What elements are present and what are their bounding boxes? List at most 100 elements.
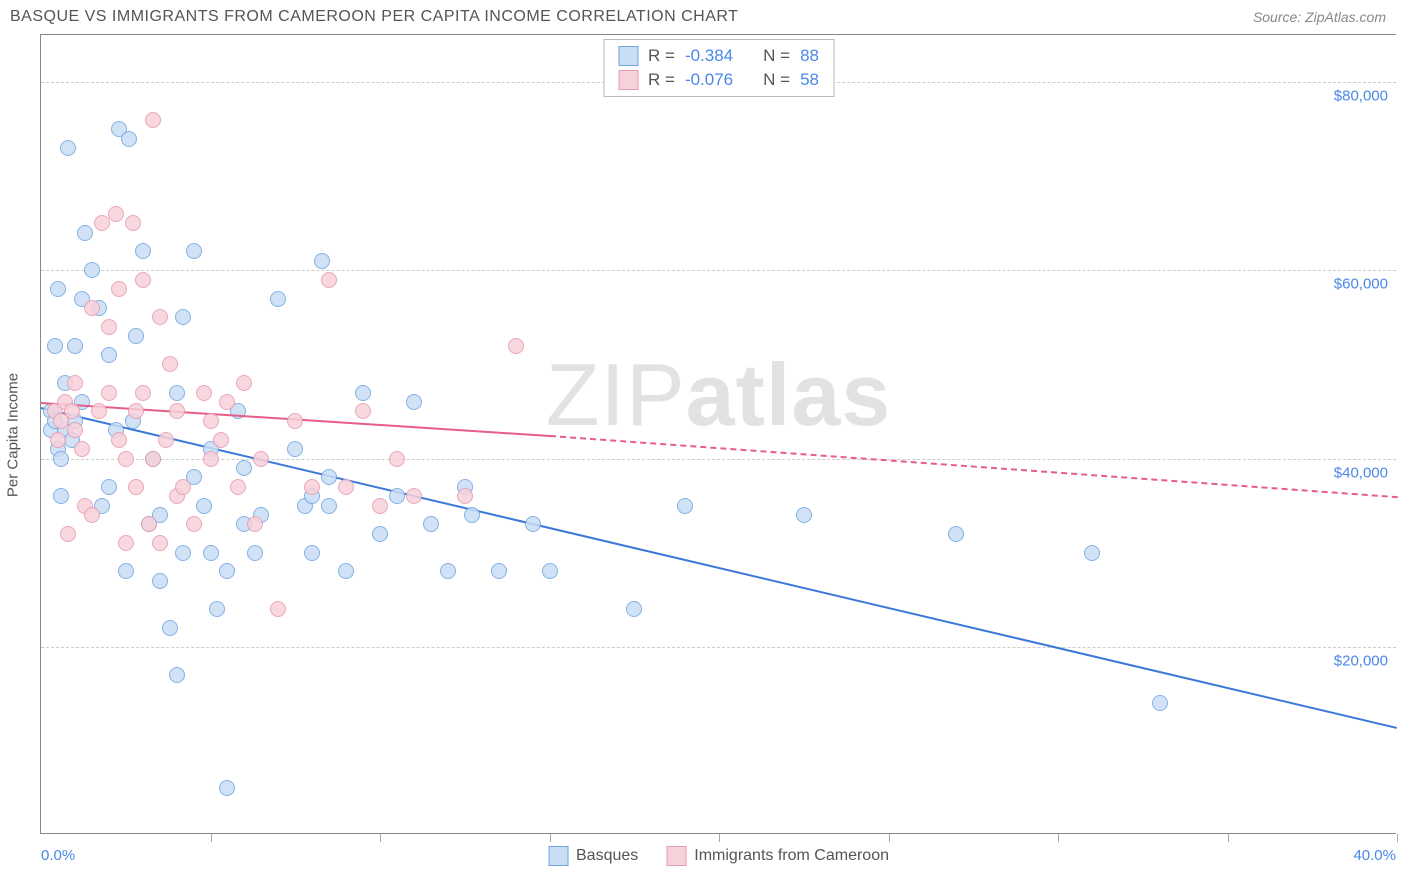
scatter-point bbox=[203, 451, 219, 467]
source-link[interactable]: ZipAtlas.com bbox=[1305, 9, 1386, 25]
scatter-point bbox=[169, 403, 185, 419]
r-value-cameroon: -0.076 bbox=[685, 70, 733, 90]
scatter-point bbox=[162, 356, 178, 372]
x-axis bbox=[41, 833, 1396, 834]
x-tick bbox=[1228, 834, 1229, 842]
scatter-point bbox=[101, 347, 117, 363]
scatter-point bbox=[457, 488, 473, 504]
source-attribution: Source: ZipAtlas.com bbox=[1253, 9, 1386, 25]
scatter-point bbox=[270, 601, 286, 617]
legend-swatch-basques bbox=[548, 846, 568, 866]
scatter-point bbox=[372, 526, 388, 542]
scatter-point bbox=[186, 243, 202, 259]
y-tick-label: $20,000 bbox=[1334, 652, 1388, 669]
scatter-point bbox=[525, 516, 541, 532]
x-axis-max-label: 40.0% bbox=[1353, 847, 1396, 864]
scatter-point bbox=[677, 498, 693, 514]
scatter-point bbox=[84, 507, 100, 523]
stats-row-cameroon: R = -0.076 N = 58 bbox=[618, 68, 819, 92]
scatter-point bbox=[389, 451, 405, 467]
n-value-cameroon: 58 bbox=[800, 70, 819, 90]
scatter-point bbox=[304, 545, 320, 561]
x-tick bbox=[889, 834, 890, 842]
scatter-point bbox=[338, 563, 354, 579]
chart-title: BASQUE VS IMMIGRANTS FROM CAMEROON PER C… bbox=[10, 8, 738, 26]
x-tick bbox=[1058, 834, 1059, 842]
scatter-point bbox=[141, 516, 157, 532]
swatch-cameroon bbox=[618, 70, 638, 90]
scatter-point bbox=[508, 338, 524, 354]
scatter-point bbox=[67, 422, 83, 438]
scatter-point bbox=[219, 780, 235, 796]
scatter-point bbox=[53, 451, 69, 467]
scatter-point bbox=[796, 507, 812, 523]
r-label: R = bbox=[648, 70, 675, 90]
scatter-point bbox=[152, 573, 168, 589]
plot-area: $20,000$40,000$60,000$80,000 bbox=[41, 35, 1396, 834]
y-tick-label: $80,000 bbox=[1334, 88, 1388, 105]
scatter-point bbox=[121, 131, 137, 147]
scatter-point bbox=[389, 488, 405, 504]
source-prefix: Source: bbox=[1253, 9, 1305, 25]
scatter-point bbox=[423, 516, 439, 532]
scatter-point bbox=[406, 394, 422, 410]
scatter-point bbox=[304, 479, 320, 495]
scatter-point bbox=[50, 432, 66, 448]
scatter-point bbox=[125, 215, 141, 231]
scatter-point bbox=[219, 394, 235, 410]
scatter-point bbox=[175, 545, 191, 561]
scatter-point bbox=[542, 563, 558, 579]
scatter-point bbox=[213, 432, 229, 448]
x-axis-min-label: 0.0% bbox=[41, 847, 75, 864]
scatter-point bbox=[287, 413, 303, 429]
x-tick bbox=[211, 834, 212, 842]
scatter-point bbox=[491, 563, 507, 579]
legend-item-basques: Basques bbox=[548, 846, 638, 866]
scatter-point bbox=[77, 225, 93, 241]
scatter-point bbox=[464, 507, 480, 523]
scatter-point bbox=[372, 498, 388, 514]
chart-legend: Basques Immigrants from Cameroon bbox=[548, 846, 889, 866]
scatter-point bbox=[203, 545, 219, 561]
scatter-point bbox=[253, 451, 269, 467]
trend-line bbox=[549, 435, 1397, 498]
scatter-point bbox=[162, 620, 178, 636]
scatter-point bbox=[440, 563, 456, 579]
scatter-point bbox=[47, 338, 63, 354]
y-tick-label: $40,000 bbox=[1334, 464, 1388, 481]
scatter-point bbox=[203, 413, 219, 429]
scatter-point bbox=[1152, 695, 1168, 711]
scatter-point bbox=[236, 460, 252, 476]
scatter-point bbox=[64, 403, 80, 419]
scatter-point bbox=[209, 601, 225, 617]
r-label: R = bbox=[648, 46, 675, 66]
legend-label-basques: Basques bbox=[576, 847, 638, 865]
scatter-point bbox=[247, 545, 263, 561]
scatter-point bbox=[67, 375, 83, 391]
correlation-stats-box: R = -0.384 N = 88 R = -0.076 N = 58 bbox=[603, 39, 834, 97]
x-tick bbox=[719, 834, 720, 842]
legend-item-cameroon: Immigrants from Cameroon bbox=[666, 846, 889, 866]
scatter-point bbox=[60, 140, 76, 156]
x-tick bbox=[380, 834, 381, 842]
scatter-point bbox=[50, 281, 66, 297]
scatter-point bbox=[158, 432, 174, 448]
scatter-point bbox=[135, 385, 151, 401]
scatter-point bbox=[118, 451, 134, 467]
scatter-point bbox=[175, 309, 191, 325]
scatter-point bbox=[101, 385, 117, 401]
scatter-point bbox=[135, 272, 151, 288]
scatter-point bbox=[84, 300, 100, 316]
scatter-point bbox=[219, 563, 235, 579]
scatter-point bbox=[355, 403, 371, 419]
scatter-point bbox=[118, 563, 134, 579]
stats-row-basques: R = -0.384 N = 88 bbox=[618, 44, 819, 68]
swatch-basques bbox=[618, 46, 638, 66]
scatter-point bbox=[74, 441, 90, 457]
x-tick bbox=[550, 834, 551, 842]
scatter-point bbox=[196, 498, 212, 514]
scatter-point bbox=[1084, 545, 1100, 561]
scatter-point bbox=[152, 535, 168, 551]
x-tick bbox=[1397, 834, 1398, 842]
scatter-point bbox=[118, 535, 134, 551]
